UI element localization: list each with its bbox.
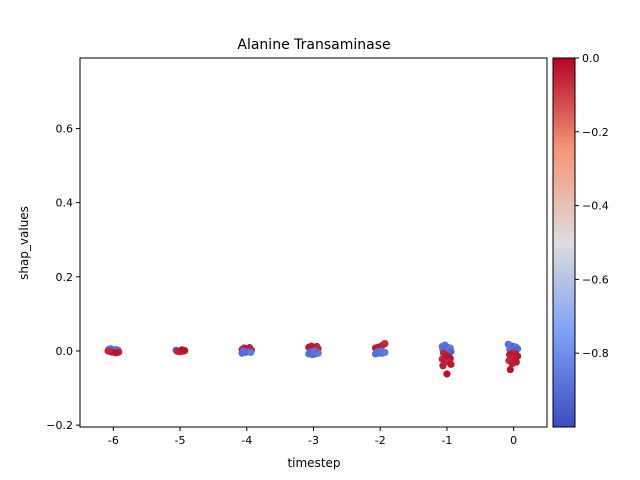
points-layer bbox=[104, 339, 522, 378]
data-point bbox=[447, 360, 455, 368]
data-point bbox=[247, 348, 255, 357]
data-point bbox=[377, 347, 385, 355]
x-tick-label: -2 bbox=[375, 434, 386, 447]
data-point bbox=[104, 347, 112, 355]
y-tick-label: 0.0 bbox=[56, 345, 74, 358]
data-point bbox=[178, 346, 186, 354]
data-point bbox=[310, 347, 318, 355]
data-point bbox=[443, 370, 451, 378]
y-axis-label: shap_values bbox=[17, 206, 31, 280]
colorbar-gradient bbox=[552, 57, 576, 428]
x-axis-ticks: -6 -5 -4 -3 -2 -1 0 bbox=[108, 427, 517, 447]
y-tick-label: 0.2 bbox=[56, 271, 74, 284]
y-tick-label: 0.6 bbox=[56, 122, 74, 135]
x-tick-label: -6 bbox=[108, 434, 119, 447]
colorbar: 0.0 −0.2 −0.4 −0.6 −0.8 bbox=[552, 52, 609, 428]
y-tick-label: 0.4 bbox=[56, 197, 74, 210]
x-tick-label: -3 bbox=[308, 434, 319, 447]
colorbar-tick-label: 0.0 bbox=[582, 52, 600, 65]
x-axis-label: timestep bbox=[287, 456, 340, 470]
chart-title: Alanine Transaminase bbox=[237, 37, 390, 53]
x-tick-label: -5 bbox=[175, 434, 186, 447]
data-point bbox=[239, 347, 248, 355]
x-tick-label: -1 bbox=[441, 434, 452, 447]
colorbar-tick-label: −0.2 bbox=[582, 126, 609, 139]
data-point bbox=[506, 365, 514, 374]
x-tick-label: 0 bbox=[510, 434, 517, 447]
x-tick-label: -4 bbox=[241, 434, 252, 447]
data-point bbox=[112, 349, 120, 357]
plot-area-frame bbox=[79, 57, 548, 428]
data-point bbox=[439, 362, 447, 370]
y-tick-label: −0.2 bbox=[46, 419, 73, 432]
colorbar-tick-label: −0.4 bbox=[582, 200, 609, 213]
colorbar-tick-label: −0.8 bbox=[582, 347, 609, 360]
data-point bbox=[381, 339, 389, 348]
colorbar-tick-label: −0.6 bbox=[582, 273, 609, 286]
y-axis-ticks: −0.2 0.0 0.2 0.4 0.6 bbox=[46, 122, 80, 432]
data-point bbox=[508, 359, 516, 368]
